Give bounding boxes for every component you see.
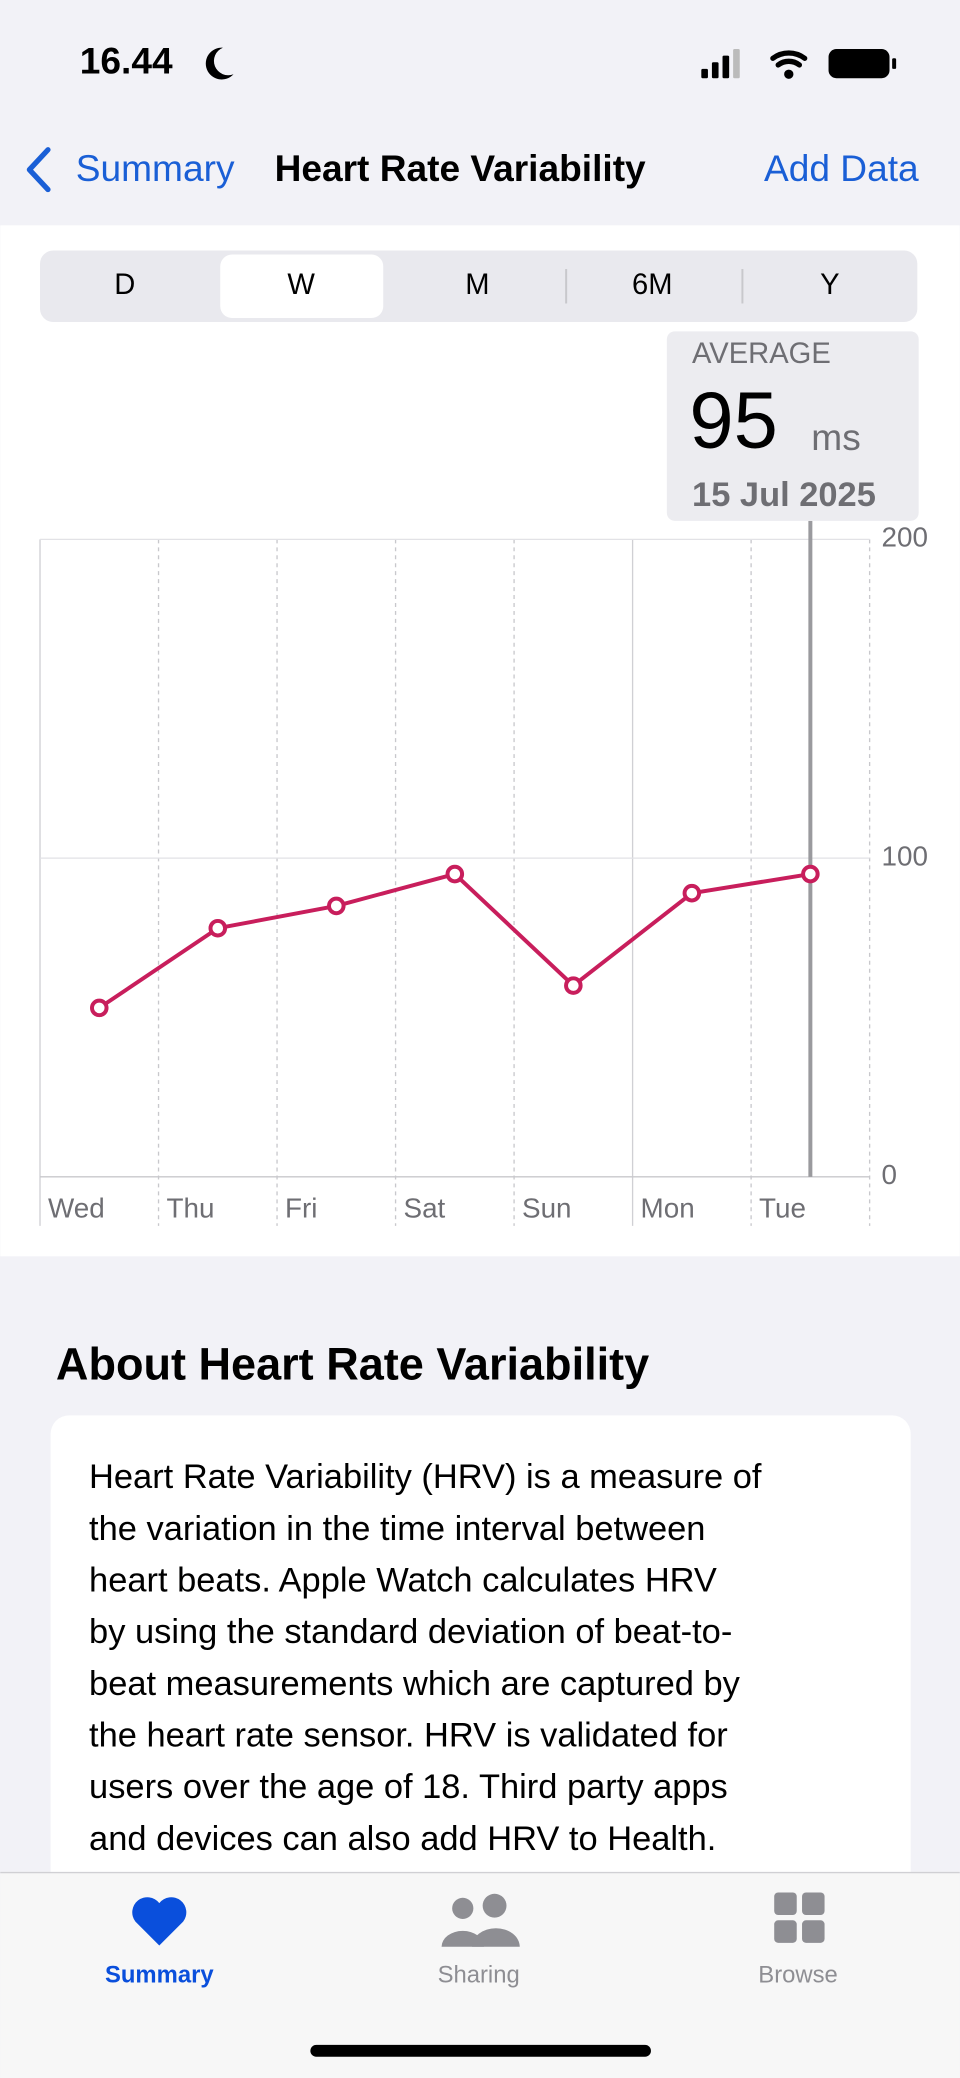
battery-icon [828,49,890,79]
wifi-dot [784,69,794,79]
about-card [50,1415,911,1946]
tab-label[interactable]: Summary [105,1961,214,1988]
y-tick-label: 200 [882,522,928,553]
about-text-line: and devices can also add HRV to Health. [89,1820,716,1858]
sharing-icon[interactable] [441,1893,520,1947]
data-point[interactable] [327,896,346,916]
about-text-line: Heart Rate Variability (HRV) is a measur… [89,1458,762,1496]
about-text-line: the variation in the time interval betwe… [89,1510,705,1548]
segment-label[interactable]: M [465,269,489,301]
data-point[interactable] [801,864,820,884]
segment-selected [220,254,384,319]
callout-label: AVERAGE [692,338,831,370]
header-bg [0,0,960,226]
about-text-line: users over the age of 18. Third party ap… [89,1768,728,1806]
callout-unit: ms [811,416,860,458]
data-point[interactable] [564,976,583,995]
wifi-icon [770,50,808,68]
x-tick-label: Tue [759,1192,806,1223]
y-tick-label: 100 [882,840,928,871]
about-text-line: beat measurements which are captured by [89,1665,741,1703]
about-text-line: the heart rate sensor. HRV is validated … [89,1717,728,1755]
x-tick-label: Sun [522,1192,572,1223]
data-point[interactable] [208,918,228,938]
summary-icon[interactable] [132,1897,187,1946]
battery-tip [892,58,897,69]
data-point[interactable] [89,998,109,1018]
tab-label[interactable]: Browse [758,1961,838,1988]
callout-value: 95 [689,376,777,465]
nav-title: Heart Rate Variability [275,147,646,189]
y-tick-label: 0 [882,1159,897,1190]
about-text-line: by using the standard deviation of beat-… [89,1613,732,1651]
x-tick-label: Wed [48,1192,105,1223]
x-tick-label: Fri [285,1192,317,1223]
segment-label[interactable]: Y [820,269,839,301]
data-point[interactable] [445,864,465,884]
status-time: 16.44 [80,39,173,81]
x-tick-label: Thu [166,1192,214,1223]
x-tick-label: Mon [641,1192,695,1223]
segment-label[interactable]: D [114,269,135,301]
segment-label[interactable]: 6M [632,269,672,301]
back-chevron[interactable] [26,147,51,193]
signal-icon [701,49,740,79]
add-data-button[interactable]: Add Data [764,147,919,189]
home-indicator [310,2044,651,2057]
moon-icon [205,47,234,80]
x-tick-label: Sat [404,1192,446,1223]
segment-label[interactable]: W [287,269,315,301]
callout-box [666,331,919,521]
about-title: About Heart Rate Variability [56,1339,649,1390]
about-text-line: heart beats. Apple Watch calculates HRV [89,1561,717,1599]
data-point[interactable] [682,883,702,903]
tab-label[interactable]: Sharing [438,1961,520,1988]
back-button[interactable]: Summary [76,147,235,189]
callout-date: 15 Jul 2025 [692,476,876,514]
browse-icon[interactable] [774,1892,825,1943]
